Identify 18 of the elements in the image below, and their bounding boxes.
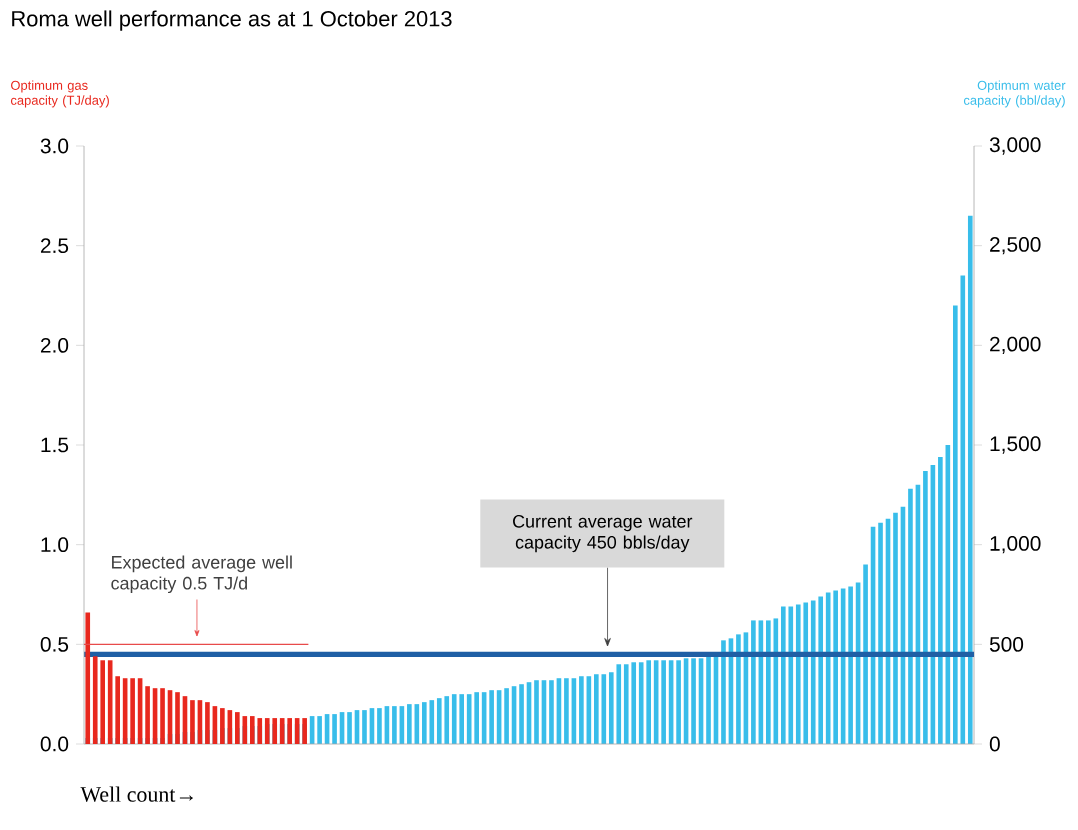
y2-tick-label: 2,500: [990, 237, 1041, 255]
y-tick-label: 0.0: [40, 736, 69, 752]
ref-line-label: Expected average well capacity 0.5 TJ/d: [111, 555, 292, 594]
y2-tick-label: 1,000: [990, 536, 1041, 554]
y2-tick-label: 500: [989, 636, 1024, 652]
y2-tick-label: 3,000: [989, 137, 1041, 155]
y-tick-label: 2.0: [40, 337, 69, 353]
y2-tick-label: 2,000: [990, 336, 1041, 354]
ref-line-label: Current average water capacity 450 bbls/day: [513, 514, 693, 553]
y-tick-label: 3.0: [40, 138, 69, 154]
y-tick-label: 0.5: [40, 636, 69, 652]
y-tick-label: 1.5: [41, 437, 69, 453]
x-axis-title: Well count→: [80, 786, 193, 802]
y-tick-label: 2.5: [40, 238, 69, 254]
y2-tick-label: 0: [989, 736, 1000, 752]
y-tick-label: 1.0: [41, 537, 69, 553]
y2-tick-label: 1,500: [990, 436, 1041, 454]
chart-title: Roma well performance as at 1 October 2013: [12, 10, 452, 31]
